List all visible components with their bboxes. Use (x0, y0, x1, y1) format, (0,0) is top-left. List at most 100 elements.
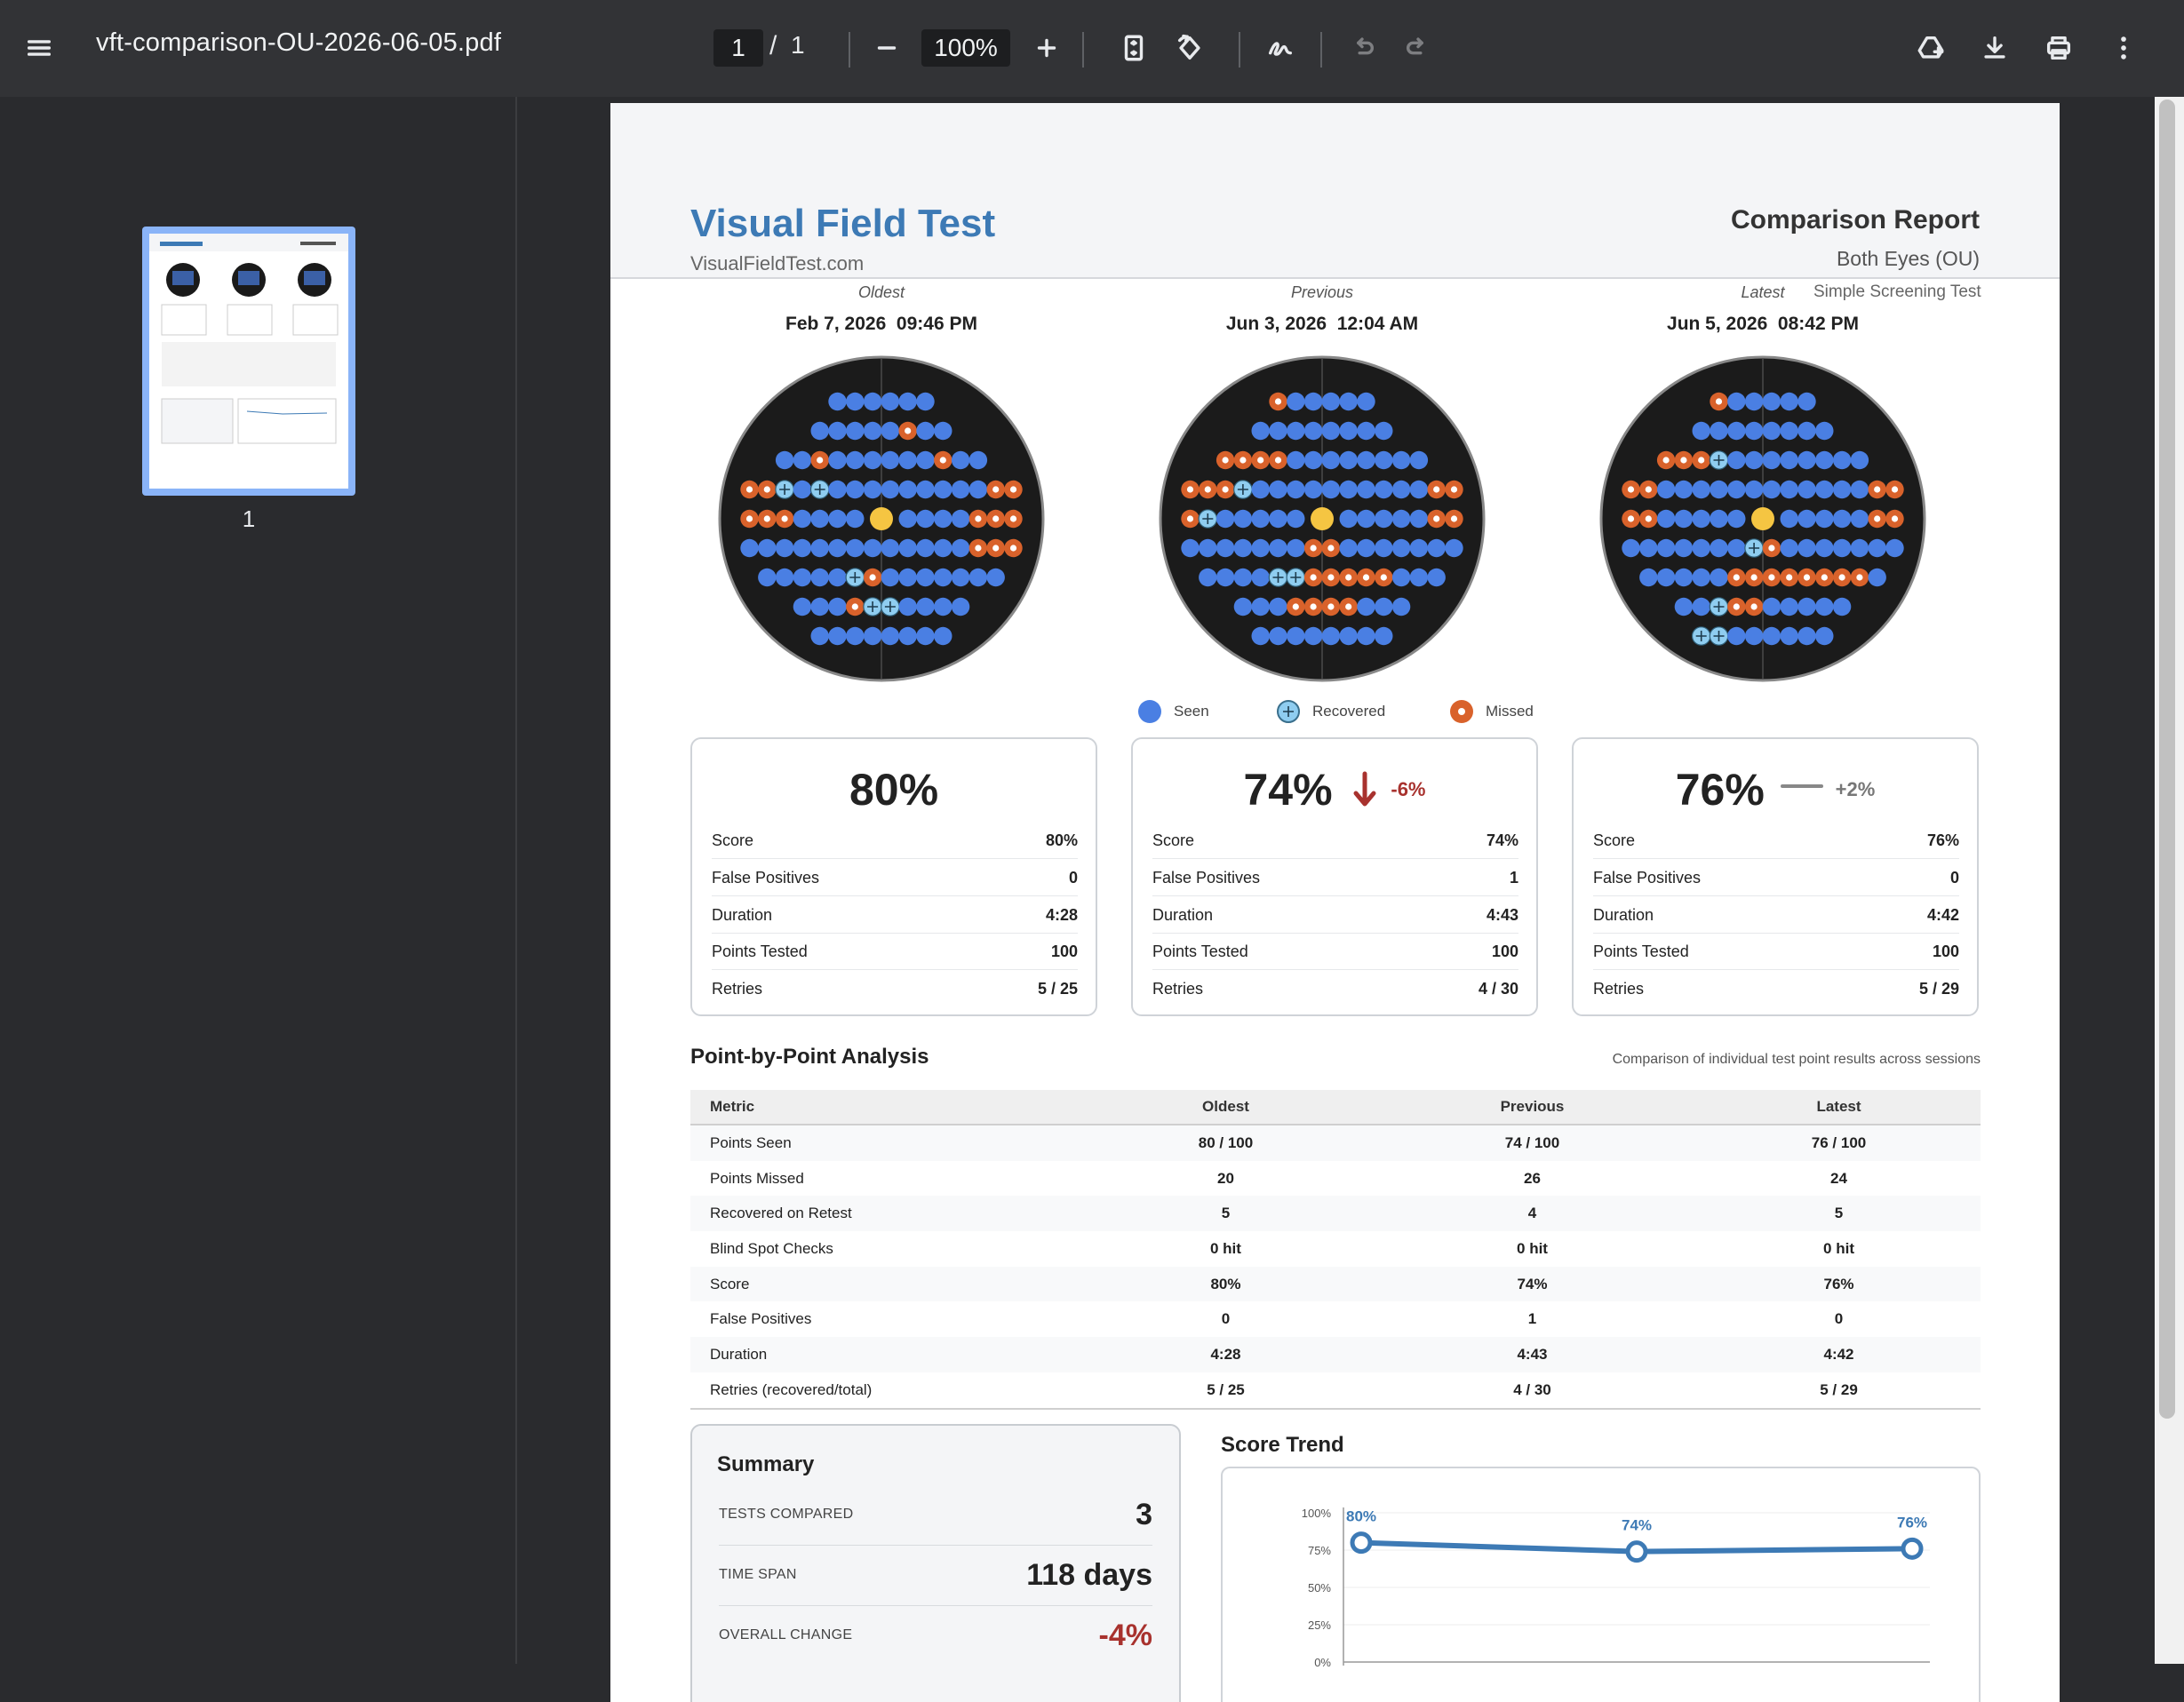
stat-value: 1 (1509, 868, 1518, 887)
summary-value: 3 (1136, 1497, 1152, 1531)
thumbnail-image (149, 234, 348, 444)
missed-point-center (1803, 574, 1811, 581)
brand-url: VisualFieldTest.com (690, 252, 865, 274)
arrow-down-icon (1353, 771, 1376, 807)
metric-value: 0 hit (1823, 1239, 1854, 1257)
seen-point (828, 421, 847, 441)
zoom-in-button[interactable] (1022, 23, 1072, 73)
y-tick-label: 0% (1314, 1656, 1331, 1669)
annotate-button[interactable] (1255, 23, 1305, 73)
undo-button[interactable] (1337, 23, 1387, 73)
recovered-point-cross (1290, 572, 1302, 583)
stats-card-previous: 74% -6% Score 74% False Positives 1 Durati… (1131, 737, 1538, 1016)
stat-value: 80% (1045, 831, 1078, 849)
seen-point (1710, 509, 1728, 529)
menu-button[interactable] (14, 23, 64, 73)
stat-label: Duration (1593, 905, 1654, 924)
seen-point (1339, 509, 1358, 529)
summary-value: -4% (1098, 1618, 1152, 1652)
seen-point (968, 480, 988, 499)
seen-point (863, 480, 882, 499)
brand-title: Visual Field Test (690, 202, 996, 245)
summary-title: Summary (717, 1452, 815, 1476)
seen-point (793, 597, 812, 616)
table-row: Recovered on Retest 5 4 5 (690, 1196, 1981, 1232)
metric-value: 4 / 30 (1367, 1372, 1698, 1410)
add-to-drive-button[interactable] (1906, 23, 1956, 73)
zoom-input[interactable]: 100% (921, 29, 1010, 67)
stat-row: Duration 4:43 (1152, 897, 1518, 934)
page-separator: / (769, 31, 777, 60)
stat-label: False Positives (1152, 868, 1261, 887)
missed-point-center (992, 486, 1000, 493)
recovered-point-cross (779, 484, 791, 495)
y-tick-label: 100% (1302, 1507, 1332, 1520)
stat-label: Duration (1152, 905, 1214, 924)
seen-point (1710, 480, 1728, 499)
seen-point (1409, 568, 1429, 587)
missed-point-center (1009, 545, 1017, 552)
fit-page-button[interactable] (1109, 23, 1159, 73)
legend-label: Seen (1174, 703, 1209, 720)
seen-point (863, 626, 882, 646)
scrollbar-thumb[interactable] (2159, 99, 2175, 1419)
stat-value: 100 (1932, 942, 1959, 960)
column-header: Metric (690, 1090, 1084, 1125)
missed-point-center (1310, 545, 1317, 552)
metric-value: 4:42 (1697, 1337, 1981, 1372)
trend-point (1350, 1531, 1373, 1555)
seen-point (1780, 626, 1798, 646)
seen-point (1656, 509, 1676, 529)
missed-point-center (1450, 486, 1458, 493)
toolbar-divider (1320, 32, 1322, 68)
trend-point (1625, 1540, 1648, 1563)
seen-point (758, 568, 777, 587)
metric-label: Points Missed (710, 1169, 804, 1187)
metric-value: 0 (1834, 1310, 1844, 1328)
fixation-point (1751, 507, 1774, 530)
seen-point (1815, 597, 1834, 616)
seen-point (1375, 538, 1393, 558)
seen-point (1321, 421, 1341, 441)
summary-card: Summary TESTS COMPARED 3 TIME SPAN 118 d… (690, 1424, 1181, 1702)
recovered-point-cross (849, 572, 861, 583)
seen-point (1692, 421, 1710, 441)
seen-point (863, 450, 882, 470)
missed-point-center (1222, 457, 1229, 464)
seen-point (1216, 538, 1235, 558)
rotate-button[interactable] (1165, 23, 1215, 73)
seen-point (1727, 509, 1746, 529)
seen-point (898, 480, 917, 499)
seen-point (1780, 480, 1798, 499)
missed-point-center (817, 457, 824, 464)
seen-point (1622, 538, 1640, 558)
download-button[interactable] (1970, 23, 2020, 73)
seen-point (1287, 509, 1305, 529)
seen-point (828, 597, 847, 616)
seen-point (1375, 450, 1393, 470)
missed-point-center (1645, 515, 1652, 522)
fixation-point (1311, 507, 1334, 530)
missed-point-center (1380, 574, 1387, 581)
print-button[interactable] (2034, 23, 2084, 73)
redo-button[interactable] (1393, 23, 1443, 73)
page-thumbnail[interactable] (142, 227, 355, 496)
column-caption: Oldest (857, 283, 905, 301)
page-number-input[interactable]: 1 (713, 29, 763, 67)
stat-label: Score (712, 831, 754, 849)
missed-point-center (1733, 603, 1740, 610)
test-date: Jun 3, 2026 12:04 AM (1225, 314, 1419, 334)
seen-point (898, 538, 917, 558)
seen-point (1780, 597, 1798, 616)
seen-point (1375, 480, 1393, 499)
seen-point (1815, 480, 1834, 499)
zoom-out-button[interactable] (862, 23, 912, 73)
metric-value: 1 (1527, 1310, 1537, 1328)
missed-point-center (1786, 574, 1793, 581)
seen-point (775, 538, 794, 558)
seen-point (1445, 538, 1463, 558)
seen-point (898, 597, 917, 616)
more-options-button[interactable] (2099, 23, 2148, 73)
metric-value: 5 (1084, 1196, 1367, 1232)
metric-label: Retries (recovered/total) (690, 1372, 1084, 1410)
